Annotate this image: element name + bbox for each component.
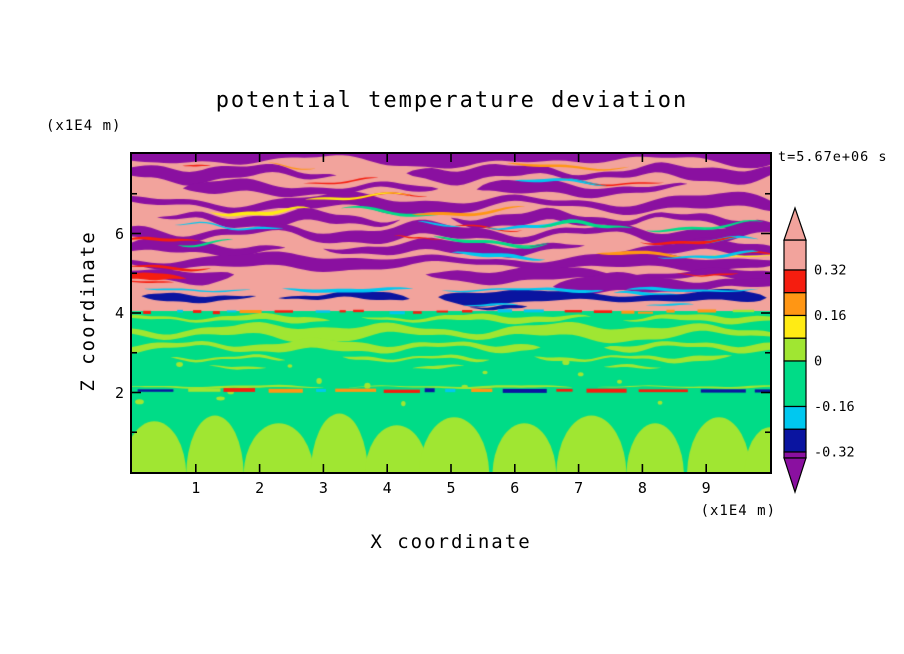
- x-tick-label: 7: [574, 479, 584, 497]
- z-tick-label: 2: [114, 383, 124, 402]
- x-tick-label: 2: [255, 479, 265, 497]
- x-tick-label: 1: [191, 479, 201, 497]
- x-tick-label: 3: [318, 479, 328, 497]
- colorbar-segment: [783, 360, 807, 408]
- time-annotation: t=5.67e+06 s: [778, 149, 888, 165]
- z-tick-label: 6: [114, 224, 124, 243]
- colorbar-arrow: [783, 457, 807, 494]
- colorbar-segment: [783, 239, 807, 271]
- colorbar-label: -0.32: [814, 445, 855, 461]
- colorbar-label: 0: [814, 354, 822, 370]
- x-tick-label: 5: [446, 479, 456, 497]
- x-axis-unit: (x1E4 m): [700, 503, 776, 519]
- heatmap-canvas: [132, 154, 770, 472]
- x-tick-label: 8: [637, 479, 647, 497]
- plot-frame: [130, 152, 772, 474]
- colorbar-label: -0.16: [814, 399, 855, 415]
- colorbar-segment: [783, 292, 807, 317]
- colorbar-arrow: [783, 206, 807, 241]
- colorbar-segment: [783, 451, 807, 459]
- z-tick-label: 4: [114, 304, 124, 322]
- colorbar: 0.32 0.16 0 -0.16 -0.32: [783, 206, 855, 494]
- colorbar-segment: [783, 405, 807, 430]
- x-tick-label: 4: [382, 479, 392, 497]
- z-axis-unit: (x1E4 m): [46, 118, 122, 134]
- x-axis-label: X coordinate: [370, 531, 532, 553]
- x-tick-label: 6: [510, 479, 520, 497]
- colorbar-label: 0.32: [814, 262, 847, 278]
- chart-title: potential temperature deviation: [215, 88, 689, 113]
- colorbar-segment: [783, 428, 807, 453]
- colorbar-label: 0.16: [814, 308, 847, 324]
- colorbar-segment: [783, 337, 807, 362]
- x-tick-label: 9: [701, 479, 711, 497]
- colorbar-segment: [783, 314, 807, 339]
- colorbar-segment: [783, 269, 807, 294]
